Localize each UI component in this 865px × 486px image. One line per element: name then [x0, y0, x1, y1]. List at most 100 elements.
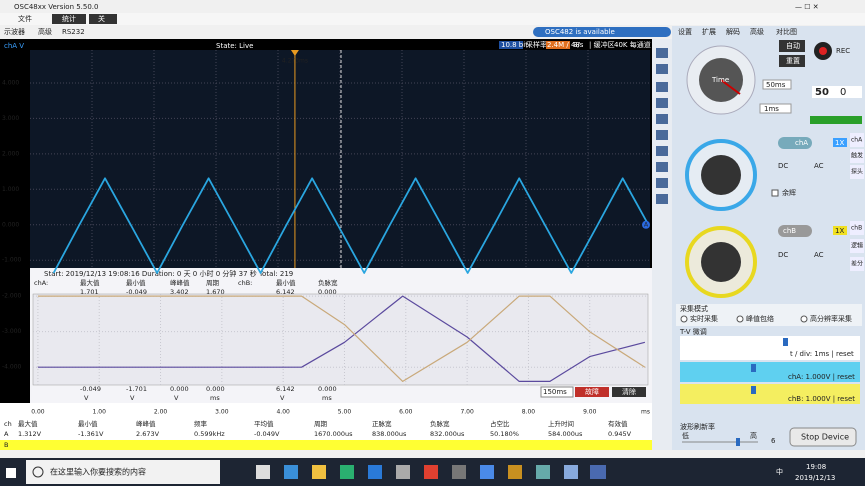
- menu-item[interactable]: 文件: [18, 14, 32, 23]
- refresh-title: 波形刷新率: [680, 422, 715, 431]
- radio[interactable]: [736, 315, 744, 323]
- table-header: 峰峰值: [136, 419, 156, 428]
- chb-div[interactable]: chB: 1.000V | reset: [788, 395, 855, 403]
- trend-axis-strip: [0, 268, 30, 403]
- channel-marker: [642, 220, 650, 229]
- radio[interactable]: [680, 315, 688, 323]
- dc[interactable]: DC: [778, 162, 788, 170]
- tdiv-slider[interactable]: [680, 336, 860, 360]
- radio[interactable]: [800, 315, 808, 323]
- side-tab[interactable]: [850, 239, 864, 253]
- time-label: Time: [711, 76, 729, 84]
- stop-button[interactable]: [789, 427, 857, 447]
- checkbox[interactable]: [771, 189, 779, 197]
- side-tab[interactable]: [850, 257, 864, 271]
- refresh-value: 6: [771, 437, 776, 445]
- search[interactable]: 在这里输入你要搜索的内容: [50, 467, 146, 477]
- chb-toggle[interactable]: [778, 225, 812, 237]
- table-cell: 0.945V: [608, 430, 632, 438]
- menu-item[interactable]: 关: [98, 14, 105, 23]
- panel-tab[interactable]: 设置: [678, 27, 692, 36]
- slider-thumb[interactable]: [783, 338, 788, 346]
- table-header: ch: [4, 420, 12, 428]
- x-tick-label: 3.00: [215, 409, 229, 416]
- timebase-select[interactable]: [759, 103, 792, 114]
- tab[interactable]: 示波器: [4, 27, 25, 36]
- side-tab[interactable]: [850, 165, 864, 179]
- cha-div[interactable]: chA: 1.000V | reset: [788, 373, 855, 381]
- mode[interactable]: 实时采集: [690, 314, 718, 323]
- side-tab[interactable]: [850, 133, 864, 147]
- side-tab-label[interactable]: 逻辑: [851, 242, 863, 250]
- timebase-slow[interactable]: 50ms: [766, 81, 786, 89]
- ac[interactable]: AC: [814, 162, 824, 170]
- menu-item[interactable]: 统计: [62, 14, 76, 23]
- reset[interactable]: 重置: [786, 57, 800, 65]
- interval-select[interactable]: [540, 386, 574, 398]
- timebase-select[interactable]: [762, 79, 792, 90]
- panel-tab[interactable]: 高级: [750, 27, 764, 36]
- ac[interactable]: AC: [814, 251, 824, 259]
- cha[interactable]: chA: [795, 139, 808, 147]
- chb-knob[interactable]: [701, 242, 741, 282]
- side-tab-label[interactable]: chA: [851, 137, 863, 144]
- persist[interactable]: 余辉: [782, 188, 796, 197]
- rec[interactable]: REC: [836, 47, 850, 55]
- probe[interactable]: 1X: [835, 139, 844, 147]
- buffer-size: 40K 每通道: [614, 40, 651, 49]
- mode[interactable]: 峰值包络: [746, 314, 774, 323]
- x-tick-label: 8.00: [522, 409, 536, 416]
- start-button[interactable]: [6, 468, 16, 478]
- side-tab-label[interactable]: 差分: [851, 260, 863, 268]
- menu-button[interactable]: [52, 14, 86, 24]
- tdiv[interactable]: t / div: 1ms | reset: [790, 350, 854, 358]
- fault-button[interactable]: [575, 387, 609, 397]
- panel-tab[interactable]: 解码: [726, 27, 740, 36]
- timebase[interactable]: 1ms: [764, 105, 779, 113]
- y-tick-label: 3.000: [2, 115, 19, 122]
- menu-button[interactable]: [89, 14, 117, 24]
- cha-slider[interactable]: [680, 362, 860, 382]
- search-icon: [32, 466, 44, 478]
- stat-label: chA:: [34, 279, 48, 287]
- reset-button[interactable]: [779, 55, 805, 67]
- panel-tab[interactable]: 扩展: [702, 27, 716, 36]
- cha-knob[interactable]: [701, 155, 741, 195]
- cursor-label: 4.273ms: [282, 58, 308, 65]
- window-controls[interactable]: — ☐ ✕: [795, 3, 819, 11]
- clear[interactable]: 清除: [622, 387, 636, 396]
- side-tab[interactable]: [850, 149, 864, 163]
- tab[interactable]: 高级: [38, 27, 52, 36]
- x-tick-label: 9.00: [583, 409, 597, 416]
- side-tab-label[interactable]: 触发: [851, 152, 863, 160]
- auto[interactable]: 自动: [786, 41, 800, 50]
- fault[interactable]: 故障: [585, 387, 599, 396]
- clock-time: 19:08: [806, 463, 826, 471]
- refresh-thumb[interactable]: [736, 438, 740, 446]
- cursor-handle: [290, 50, 299, 56]
- cha-toggle[interactable]: [778, 137, 812, 149]
- table-cell: 584.000us: [548, 430, 583, 438]
- auto-button[interactable]: [779, 40, 805, 52]
- clear-button[interactable]: [612, 387, 646, 397]
- interval[interactable]: 150ms: [543, 388, 567, 396]
- slider-thumb[interactable]: [751, 386, 756, 394]
- side-tab-label[interactable]: 探头: [851, 168, 863, 176]
- offset[interactable]: 0: [840, 87, 846, 98]
- slider-thumb[interactable]: [751, 364, 756, 372]
- table-header: 有效值: [608, 419, 628, 428]
- tab[interactable]: RS232: [62, 28, 85, 36]
- search-box[interactable]: [26, 460, 220, 484]
- panel-tab[interactable]: 对比图: [776, 27, 797, 36]
- mode-title: 采集模式: [680, 304, 708, 313]
- dc[interactable]: DC: [778, 251, 788, 259]
- trace: [37, 295, 646, 382]
- chb-slider[interactable]: [680, 384, 860, 404]
- probe[interactable]: 1X: [835, 227, 844, 235]
- mode[interactable]: 高分辨率采集: [810, 314, 852, 323]
- stop[interactable]: Stop Device: [801, 433, 849, 442]
- chb[interactable]: chB: [783, 227, 796, 235]
- side-tab-label[interactable]: chB: [851, 225, 862, 232]
- side-tab[interactable]: [850, 221, 864, 235]
- bits-badge: [499, 41, 523, 49]
